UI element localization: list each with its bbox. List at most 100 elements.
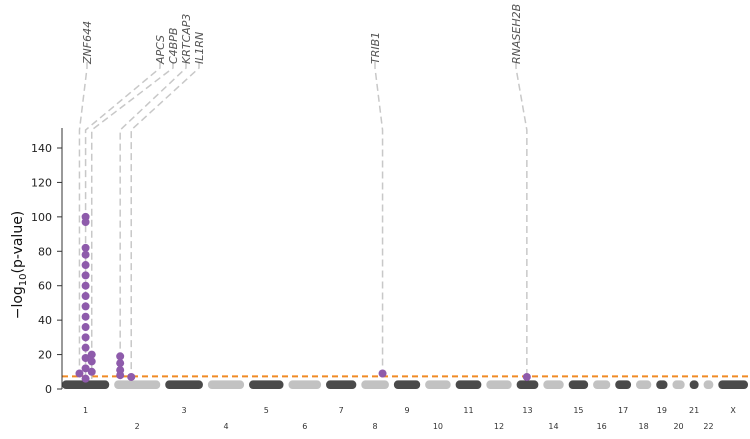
gene-label-krtcap3: KRTCAP3 <box>180 14 193 64</box>
snp-point <box>81 243 90 252</box>
y-axis-label: −log10(p-value) <box>10 211 29 320</box>
y-tick-label: 140 <box>31 142 52 155</box>
gene-label-il1rn: IL1RN <box>193 32 206 64</box>
chromosome-label-12: 12 <box>494 422 504 431</box>
gene-label-apcs: APCS <box>154 35 167 65</box>
gene-labels: ZNF644 APCS C4BPB KRTCAP3 IL1RN TRIB1 RNASEH2B <box>81 4 523 65</box>
chromosome-bands <box>62 380 748 389</box>
snp-point <box>81 261 90 270</box>
chromosome-label-16: 16 <box>597 422 607 431</box>
connector-krtcap3 <box>119 62 187 379</box>
snp-point <box>81 302 90 311</box>
chromosome-band-19 <box>656 380 668 389</box>
snp-point <box>81 250 90 259</box>
chromosome-band-15 <box>568 380 589 389</box>
snp-point <box>81 292 90 301</box>
chromosome-band-12 <box>486 380 512 389</box>
chromosome-label-6: 6 <box>302 422 307 431</box>
chromosome-band-9 <box>393 380 421 389</box>
chromosome-band-22 <box>703 380 714 389</box>
snp-point <box>81 323 90 332</box>
chromosome-band-14 <box>543 380 564 389</box>
snp-point <box>378 369 387 378</box>
chromosome-band-1 <box>62 380 110 389</box>
chromosome-band-8 <box>361 380 389 389</box>
chromosome-band-X <box>718 380 748 389</box>
chromosome-label-10: 10 <box>433 422 443 431</box>
snp-point <box>81 343 90 352</box>
data-points <box>75 212 531 383</box>
snp-point <box>81 374 90 383</box>
snp-point <box>116 359 125 368</box>
chromosome-band-10 <box>425 380 451 389</box>
chromosome-label-15: 15 <box>573 406 583 415</box>
chromosome-label-7: 7 <box>339 406 344 415</box>
chromosome-band-13 <box>516 380 539 389</box>
snp-point <box>81 281 90 290</box>
y-tick-label: 100 <box>31 211 52 224</box>
chromosome-label-18: 18 <box>639 422 649 431</box>
snp-point <box>522 372 531 381</box>
chromosome-label-8: 8 <box>373 422 378 431</box>
connector-il1rn <box>130 62 200 379</box>
chromosome-band-11 <box>455 380 482 389</box>
chromosome-band-18 <box>636 380 652 389</box>
snp-point <box>81 354 90 363</box>
y-axis: 0 20 40 60 80 100 120 140 <box>31 128 63 396</box>
y-tick-label: 60 <box>38 280 52 293</box>
chromosome-band-20 <box>672 380 685 389</box>
gene-label-trib1: TRIB1 <box>369 32 382 64</box>
chromosome-label-22: 22 <box>703 422 713 431</box>
chromosome-label-2: 2 <box>135 422 140 431</box>
chromosome-label-20: 20 <box>673 422 683 431</box>
y-tick-label: 20 <box>38 349 52 362</box>
snp-point <box>75 369 84 378</box>
chromosome-band-2 <box>114 380 161 389</box>
snp-point <box>81 271 90 280</box>
gene-connectors <box>78 62 528 379</box>
snp-point <box>87 350 96 359</box>
gene-label-znf644: ZNF644 <box>81 21 94 65</box>
chromosome-label-9: 9 <box>404 406 409 415</box>
y-tick-label: 120 <box>31 176 52 189</box>
snp-point <box>81 364 90 373</box>
chromosome-band-17 <box>615 380 632 389</box>
connector-znf644 <box>78 62 88 379</box>
y-tick-label: 40 <box>38 314 52 327</box>
chromosome-label-4: 4 <box>223 422 228 431</box>
chromosome-label-19: 19 <box>657 406 667 415</box>
chromosome-band-6 <box>288 380 322 389</box>
snp-point <box>81 312 90 321</box>
chromosome-band-21 <box>689 380 699 389</box>
snp-point <box>81 333 90 342</box>
chromosome-band-4 <box>207 380 245 389</box>
snp-point <box>116 352 125 361</box>
connector-trib1 <box>374 62 384 379</box>
connector-c4bpb <box>90 62 174 379</box>
connector-apcs <box>84 62 161 379</box>
chromosome-label-21: 21 <box>689 406 699 415</box>
chromosome-band-16 <box>593 380 611 389</box>
chromosome-label-11: 11 <box>463 406 473 415</box>
gene-label-c4bpb: C4BPB <box>167 28 180 64</box>
y-tick-label: 0 <box>45 383 52 396</box>
chromosome-label-13: 13 <box>522 406 532 415</box>
chromosome-label-17: 17 <box>618 406 628 415</box>
snp-point <box>116 371 125 380</box>
chromosome-label-X: X <box>730 406 736 415</box>
snp-point <box>87 367 96 376</box>
snp-point <box>81 218 90 227</box>
gene-label-rnaseh2b: RNASEH2B <box>510 4 523 64</box>
chromosome-label-1: 1 <box>83 406 88 415</box>
snp-point <box>87 357 96 366</box>
chromosome-band-7 <box>326 380 357 389</box>
chromosome-label-5: 5 <box>264 406 269 415</box>
snp-point <box>127 372 136 381</box>
chromosome-band-5 <box>249 380 284 389</box>
chromosome-label-3: 3 <box>182 406 187 415</box>
chromosome-band-3 <box>165 380 203 389</box>
chromosome-label-14: 14 <box>548 422 558 431</box>
connector-rnaseh2b <box>515 62 528 379</box>
